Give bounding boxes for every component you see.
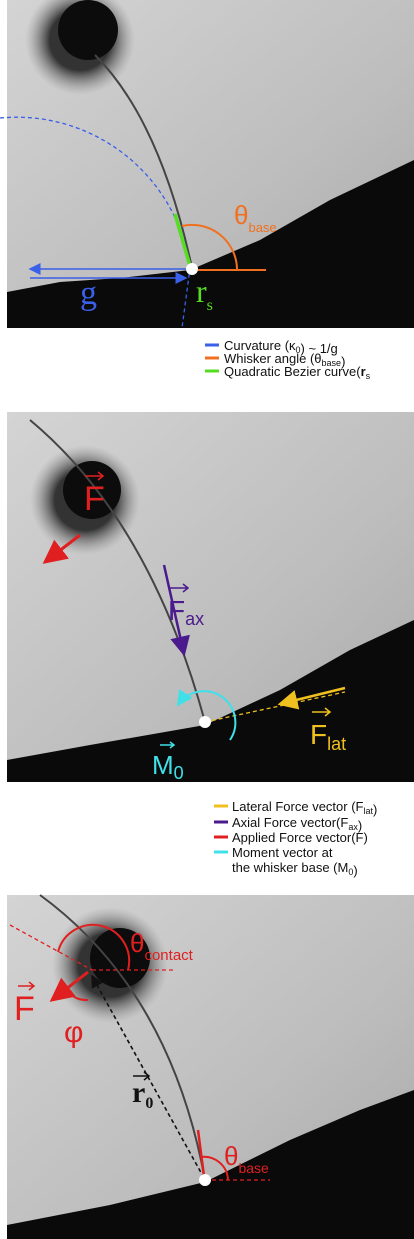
legend-entry: Quadratic Bezier curve(rs [224,364,371,381]
symbol: r [132,1076,145,1109]
legend-text: the whisker base (M [232,860,348,875]
legend-text: Quadratic Bezier curve( [224,364,361,379]
subscript: 0 [145,1095,153,1112]
legend-text: Lateral Force vector (F [232,799,364,814]
page: θbase g rs Curvature (κ0) ~ 1/g Whisker … [0,0,414,1239]
subscript: base [238,1160,269,1176]
subscript: lat [327,734,346,754]
whisker-base [199,716,211,728]
symbol: M [152,750,174,780]
legend-text: Moment vector at [232,845,333,860]
subscript: 0 [174,763,184,783]
legend-subscript: lat [364,806,374,816]
figure: θbase g rs Curvature (κ0) ~ 1/g Whisker … [0,0,414,1239]
legend-a: Curvature (κ0) ~ 1/g Whisker angle (θbas… [205,338,371,381]
legend-subscript: s [366,371,371,381]
legend-text: ) [373,802,377,817]
symbol: F [310,719,327,750]
symbol: θ [224,1141,238,1171]
legend-entry: the whisker base (M0) [232,860,358,878]
panel-a: θbase g rs [0,0,414,328]
subscript: contact [144,947,193,964]
legend-b: Lateral Force vector (Flat) Axial Force … [214,799,377,878]
subscript: s [207,297,213,314]
symbol: r [196,273,207,309]
whisker-base [199,1174,211,1186]
symbol: θ [234,200,248,230]
f-label: F [84,480,105,518]
legend-text: ) [353,863,357,878]
phi-label: φ [64,1016,83,1049]
legend-text: Axial Force vector(F [232,815,348,830]
symbol: F [168,595,185,626]
symbol: θ [130,928,144,958]
legend-entry: Moment vector at [232,845,333,860]
g-label: g [80,275,97,312]
panel-c: θcontact F φ r0 θbase [7,895,414,1239]
subscript: ax [185,609,204,629]
panel-b: F Fax Flat M0 [7,412,414,783]
legend-text: Applied Force vector(F) [232,830,368,845]
legend-entry: Applied Force vector(F) [232,830,368,845]
subscript: base [248,220,276,235]
f-label: F [14,990,35,1028]
ball [58,0,118,60]
